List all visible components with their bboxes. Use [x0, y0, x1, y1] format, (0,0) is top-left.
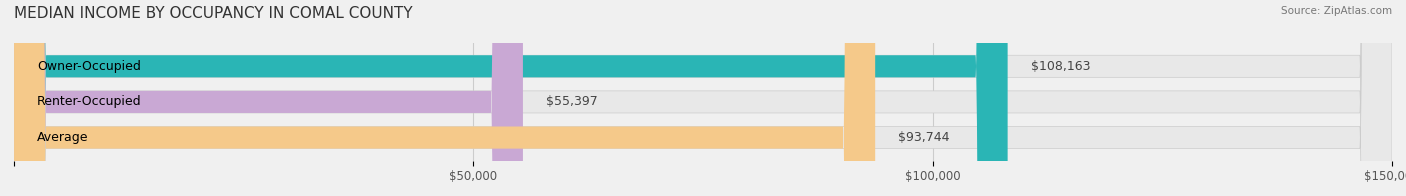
- FancyBboxPatch shape: [14, 0, 1392, 196]
- FancyBboxPatch shape: [14, 0, 523, 196]
- FancyBboxPatch shape: [14, 0, 1392, 196]
- Text: Average: Average: [37, 131, 89, 144]
- Text: Owner-Occupied: Owner-Occupied: [37, 60, 141, 73]
- FancyBboxPatch shape: [14, 0, 1392, 196]
- Text: $93,744: $93,744: [898, 131, 949, 144]
- Text: MEDIAN INCOME BY OCCUPANCY IN COMAL COUNTY: MEDIAN INCOME BY OCCUPANCY IN COMAL COUN…: [14, 6, 413, 21]
- Text: $55,397: $55,397: [546, 95, 598, 108]
- FancyBboxPatch shape: [14, 0, 875, 196]
- FancyBboxPatch shape: [14, 0, 1008, 196]
- Text: $108,163: $108,163: [1031, 60, 1090, 73]
- Text: Renter-Occupied: Renter-Occupied: [37, 95, 142, 108]
- Text: Source: ZipAtlas.com: Source: ZipAtlas.com: [1281, 6, 1392, 16]
